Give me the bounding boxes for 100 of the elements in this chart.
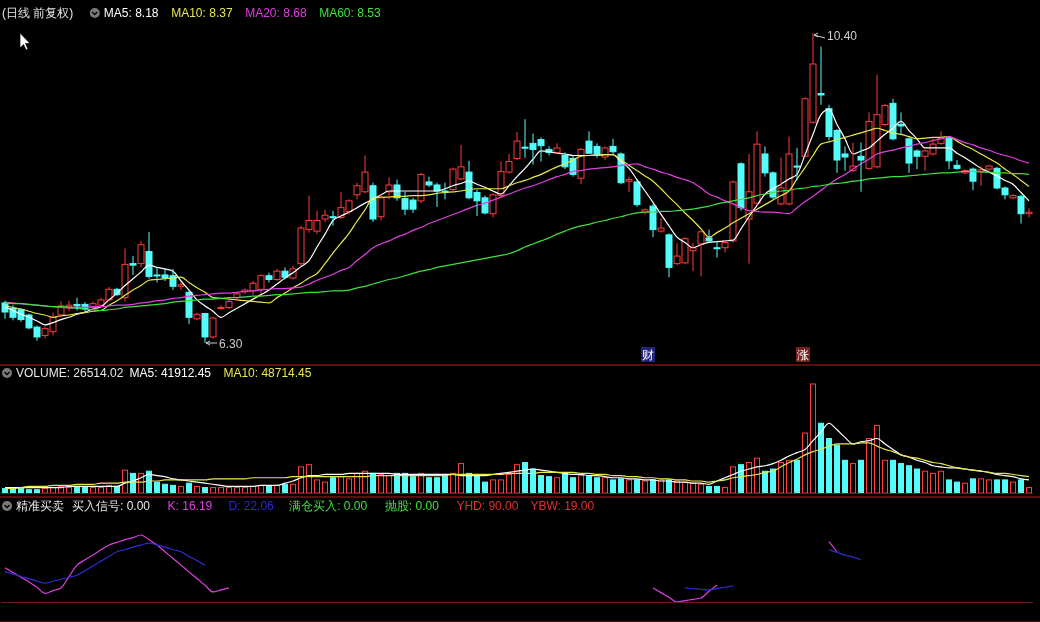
candlestick [713, 240, 721, 259]
bar [434, 477, 440, 494]
bar [426, 477, 432, 494]
bar [562, 472, 568, 494]
bar [810, 383, 816, 494]
text: MA10: 48714.45 [223, 366, 312, 380]
bar [586, 476, 592, 494]
text: K: 16.19 [167, 499, 213, 513]
candlestick [953, 159, 961, 171]
bar [154, 481, 160, 494]
bar [242, 487, 248, 494]
candlestick [121, 247, 129, 302]
candlestick [321, 209, 329, 223]
bar [794, 459, 800, 494]
bar [866, 438, 872, 494]
candlestick [209, 316, 217, 339]
bar [498, 479, 504, 494]
candlestick [273, 268, 281, 282]
text: D: 22.06 [228, 499, 275, 513]
bar [202, 487, 208, 494]
bar [818, 422, 824, 494]
bar [234, 487, 240, 494]
bar [482, 481, 488, 494]
bar [722, 487, 728, 494]
bar [994, 479, 1000, 494]
bar [786, 459, 792, 494]
candlestick [985, 164, 993, 172]
bar [546, 476, 552, 494]
bar [1018, 479, 1024, 494]
candlestick [961, 168, 969, 175]
annotation: 6.30 [219, 337, 243, 351]
candlestick [129, 255, 137, 276]
text: MA60: 8.53 [319, 6, 381, 20]
text: 买入信号: 0.00 [72, 499, 151, 513]
candlestick [601, 145, 609, 161]
bar [1026, 487, 1032, 494]
bar [18, 488, 24, 494]
bar [226, 487, 232, 494]
bar [978, 478, 984, 494]
bar [1010, 481, 1016, 494]
bar [778, 461, 784, 494]
candlestick [385, 176, 393, 200]
candlestick [633, 179, 641, 208]
candlestick [1017, 194, 1025, 225]
bar [218, 487, 224, 494]
bar [282, 483, 288, 494]
bar [338, 476, 344, 494]
candlestick [577, 147, 585, 185]
bar [610, 479, 616, 494]
bar [602, 477, 608, 494]
bar [986, 479, 992, 494]
bar [322, 481, 328, 494]
bar [66, 487, 72, 494]
bar [162, 483, 168, 494]
bar [914, 468, 920, 494]
bar [850, 463, 856, 494]
candlestick [641, 207, 649, 215]
bar [834, 444, 840, 494]
candlestick [513, 131, 521, 161]
bar [90, 487, 96, 494]
candlestick [609, 138, 617, 155]
candlestick [969, 167, 977, 191]
bar [42, 488, 48, 494]
candlestick [201, 313, 209, 344]
bar [962, 482, 968, 494]
bar [554, 477, 560, 494]
text: 抛股: 0.00 [384, 499, 440, 513]
candlestick [657, 217, 665, 234]
candlestick [233, 291, 241, 302]
bar [442, 475, 448, 494]
bar [906, 465, 912, 494]
candlestick [665, 232, 673, 278]
bar [802, 432, 808, 494]
bar [626, 479, 632, 494]
chart-title: 精准买卖 [16, 499, 64, 513]
bar [890, 459, 896, 494]
bar [34, 489, 40, 494]
bar [882, 459, 888, 494]
chart-title: VOLUME: 26514.02 [16, 366, 124, 380]
bar [186, 482, 192, 494]
bar [266, 485, 272, 494]
candlestick [417, 172, 425, 204]
chart-title: (日线 前复权) [2, 6, 74, 20]
bar [754, 457, 760, 494]
candlestick [721, 239, 729, 253]
bar [874, 424, 880, 494]
bar [954, 481, 960, 494]
bar [922, 470, 928, 494]
candlestick [737, 161, 745, 212]
bar [506, 473, 512, 494]
bar [930, 472, 936, 494]
bar [26, 489, 32, 494]
bar [194, 485, 200, 494]
candlestick [793, 147, 801, 181]
candlestick [857, 142, 865, 193]
candlestick [625, 176, 633, 193]
bar [826, 438, 832, 494]
bar [842, 459, 848, 494]
bar [970, 478, 976, 494]
bar [98, 487, 104, 494]
